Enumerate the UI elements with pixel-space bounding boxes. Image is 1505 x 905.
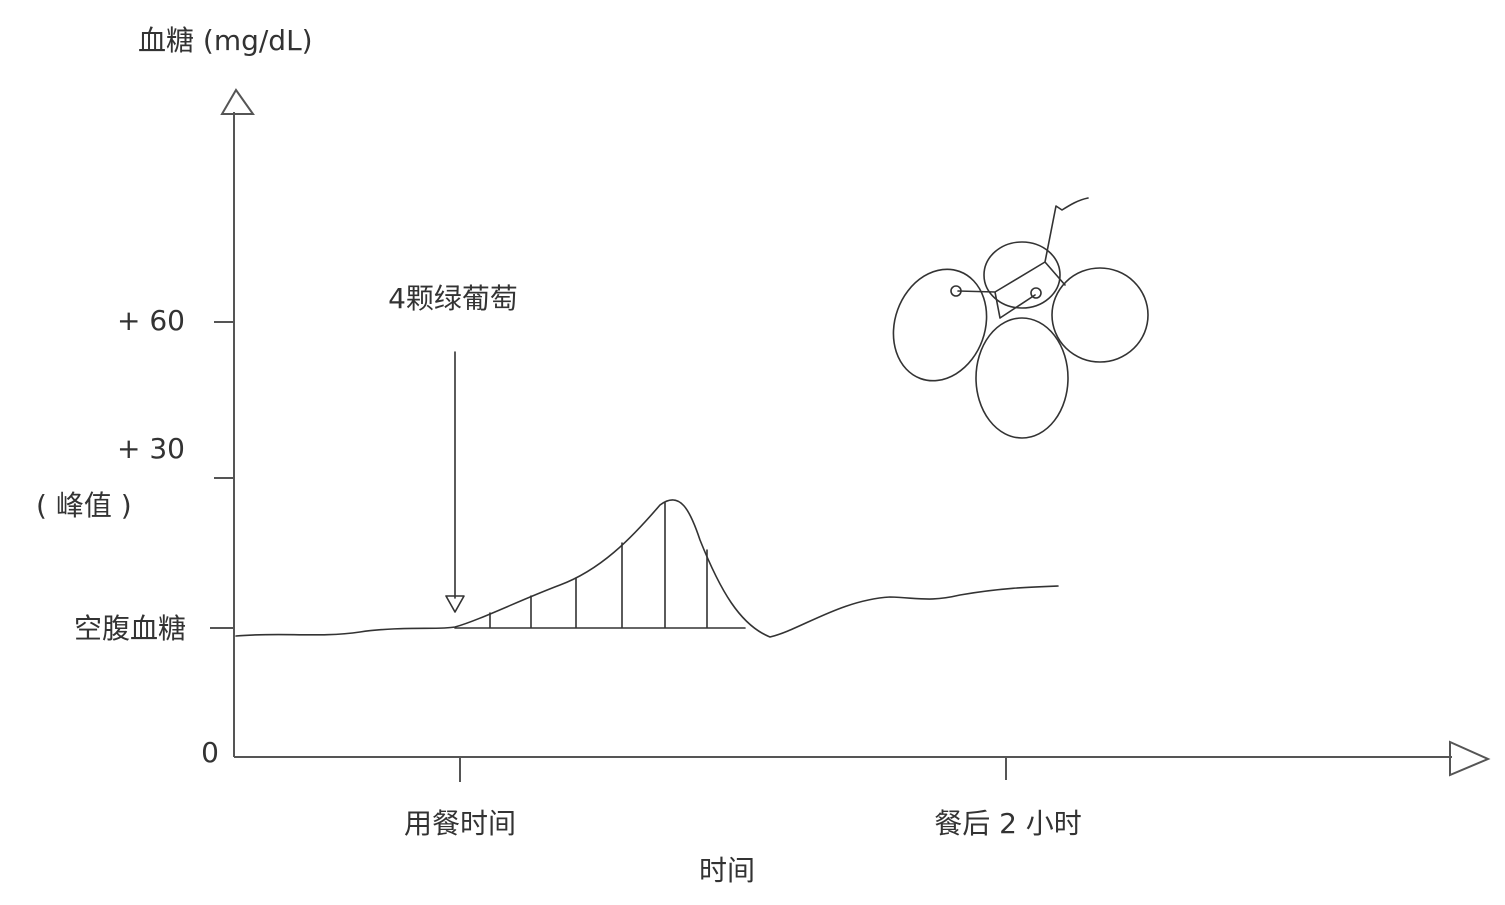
curve <box>235 499 1059 638</box>
arrow <box>445 351 465 613</box>
y-label: ( 峰值 ) <box>36 489 132 522</box>
grapes <box>892 197 1149 439</box>
x-axis <box>234 740 1491 777</box>
y-label: 0 <box>201 736 219 769</box>
y-label: + 60 <box>117 304 185 337</box>
x-ticks <box>459 757 1007 782</box>
axes <box>210 88 1491 782</box>
y-axis-title: 血糖 (mg/dL) <box>138 24 313 57</box>
y-axis <box>220 88 255 757</box>
y-label: + 30 <box>117 432 185 465</box>
hatch <box>454 502 746 629</box>
x-label: 用餐时间 <box>404 807 516 840</box>
annotation: 4颗绿葡萄 <box>388 282 518 315</box>
glucose-curve <box>235 351 1059 638</box>
y-ticks <box>210 321 234 629</box>
y-label: 空腹血糖 <box>74 612 186 645</box>
x-label: 餐后 2 小时 <box>934 807 1082 840</box>
x-axis-title: 时间 <box>699 854 755 887</box>
